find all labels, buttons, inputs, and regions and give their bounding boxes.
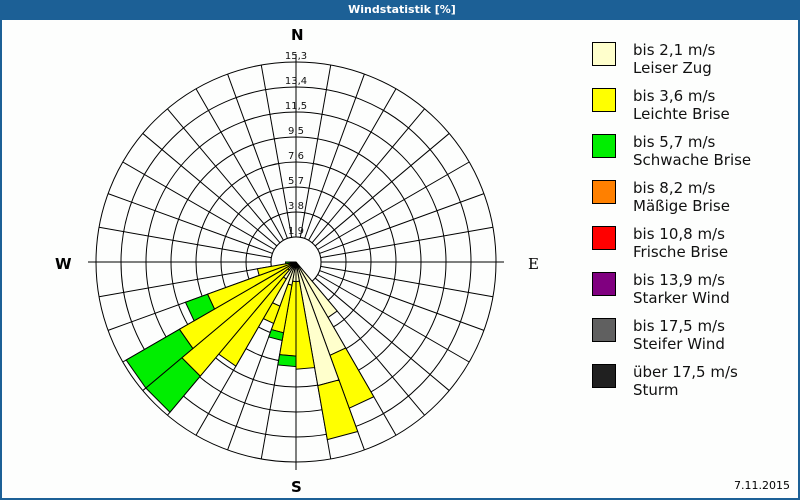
legend-swatch [592, 180, 616, 204]
radial-tick-label: 5,7 [288, 176, 304, 187]
sector-segment [125, 328, 194, 389]
legend-speed: bis 2,1 m/s [633, 41, 716, 59]
east-label: E [528, 255, 539, 273]
legend-description: Schwache Brise [633, 151, 752, 169]
legend-item: bis 2,1 m/s Leiser Zug [592, 42, 792, 88]
legend-swatch [592, 42, 616, 66]
legend-item: bis 8,2 m/s Mäßige Brise [592, 180, 792, 226]
legend-speed: bis 10,8 m/s [633, 225, 725, 243]
legend-swatch [592, 364, 616, 388]
window-title: Windstatistik [%] [2, 0, 800, 20]
radial-tick-label: 9,5 [288, 126, 304, 137]
legend-item: bis 17,5 m/s Steifer Wind [592, 318, 792, 364]
radial-tick-label: 1,9 [288, 226, 304, 237]
radial-tick-label: 7,6 [288, 151, 304, 162]
legend-speed: bis 13,9 m/s [633, 271, 725, 289]
legend-speed: bis 17,5 m/s [633, 317, 725, 335]
legend-item: bis 10,8 m/s Frische Brise [592, 226, 792, 272]
legend-swatch [592, 226, 616, 250]
sector-segment [268, 328, 285, 342]
north-label: N [291, 26, 304, 44]
legend-swatch [592, 318, 616, 342]
legend-description: Leiser Zug [633, 59, 712, 77]
radial-tick-label: 3,8 [288, 201, 304, 212]
legend-speed: bis 8,2 m/s [633, 179, 716, 197]
radial-tick-label: 13,4 [285, 76, 307, 87]
legend-item: über 17,5 m/s Sturm [592, 364, 792, 410]
radial-tick-label: 15,3 [285, 51, 307, 62]
legend-description: Steifer Wind [633, 335, 725, 353]
legend-swatch [592, 134, 616, 158]
south-label: S [291, 478, 302, 496]
legend-item: bis 3,6 m/s Leichte Brise [592, 88, 792, 134]
west-label: W [55, 255, 72, 273]
legend-swatch [592, 88, 616, 112]
legend-description: Starker Wind [633, 289, 730, 307]
sector-segment [277, 354, 297, 368]
radial-tick-labels: 1,9 3,8 5,7 7,6 9,5 11,5 13,4 15,3 [285, 51, 307, 237]
sector-segment [284, 261, 297, 265]
wind-sectors [125, 261, 375, 441]
date-stamp: 7.11.2015 [734, 479, 790, 492]
legend-description: Frische Brise [633, 243, 729, 261]
radial-tick-label: 11,5 [285, 101, 307, 112]
legend-speed: bis 3,6 m/s [633, 87, 716, 105]
legend-item: bis 13,9 m/s Starker Wind [592, 272, 792, 318]
legend-speed: über 17,5 m/s [633, 363, 738, 381]
legend-speed: bis 5,7 m/s [633, 133, 716, 151]
legend-description: Sturm [633, 381, 679, 399]
legend-item: bis 5,7 m/s Schwache Brise [592, 134, 792, 180]
legend-swatch [592, 272, 616, 296]
sector-segment [295, 280, 316, 370]
wind-rose-chart: 1,9 3,8 5,7 7,6 9,5 11,5 13,4 15,3 [88, 51, 504, 470]
sector-segment [317, 379, 359, 441]
legend-description: Mäßige Brise [633, 197, 730, 215]
legend-description: Leichte Brise [633, 105, 730, 123]
sector-segment [184, 293, 216, 322]
